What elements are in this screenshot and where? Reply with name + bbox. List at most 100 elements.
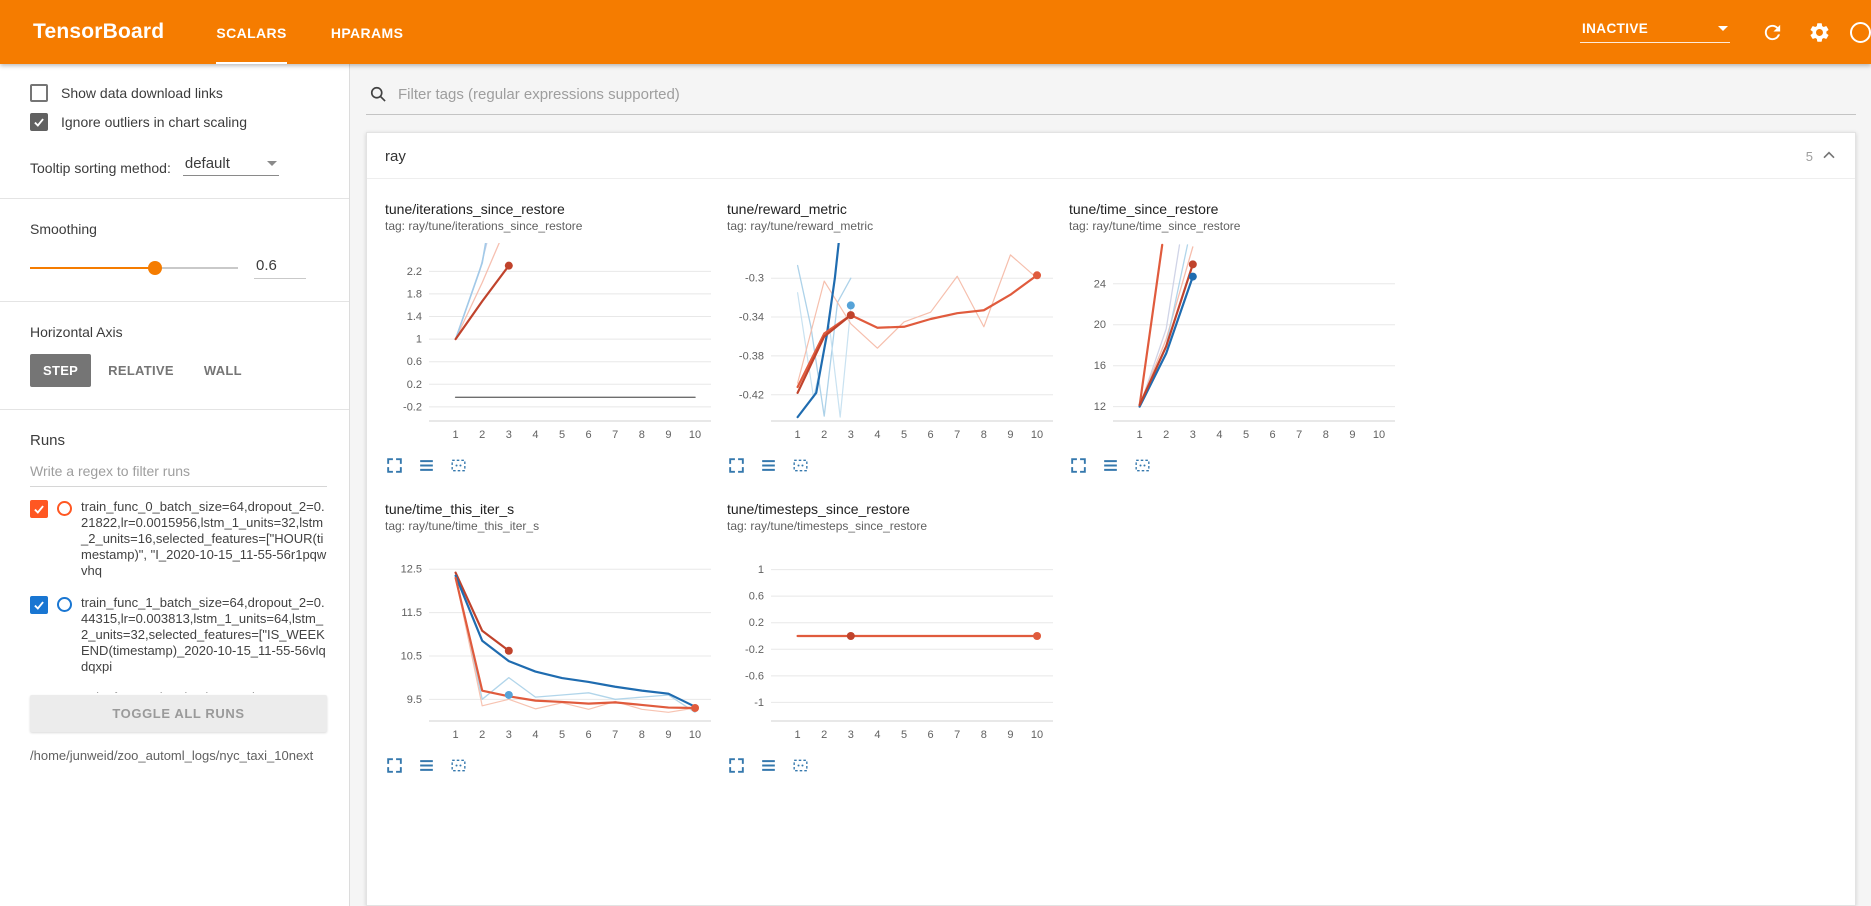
chart-plot: -1 -0.6 -0.2 0.2 0.6 1 1 2 3 4 5 6 7 8 9 10 (725, 541, 1059, 749)
svg-text:1: 1 (795, 429, 801, 441)
fit-domain-button[interactable] (449, 456, 468, 475)
gear-icon (1810, 22, 1828, 42)
smoothing-slider[interactable] (30, 261, 238, 275)
chart-canvas[interactable]: 9.5 10.5 11.5 12.5 1 2 3 4 5 6 7 8 9 10 (383, 541, 717, 749)
toggle-all-runs-button[interactable]: TOGGLE ALL RUNS (30, 695, 327, 732)
smoothing-value[interactable]: 0.6 (254, 257, 306, 279)
expand-chart-button[interactable] (1069, 456, 1088, 475)
tab-scalars-label: SCALARS (216, 1, 287, 64)
main-layout: Show data download links Ignore outliers… (0, 64, 1871, 906)
svg-text:7: 7 (612, 429, 618, 441)
divider (0, 409, 349, 410)
svg-text:10: 10 (689, 729, 701, 741)
chart-actions (385, 456, 717, 475)
tag-filter-input[interactable] (398, 85, 1854, 103)
svg-text:7: 7 (1296, 429, 1302, 441)
charts-grid: tune/iterations_since_restore tag: ray/t… (367, 179, 1427, 797)
ignore-outliers-option[interactable]: Ignore outliers in chart scaling (30, 113, 327, 131)
svg-text:7: 7 (954, 429, 960, 441)
chart-actions (385, 756, 717, 775)
run-color-radio[interactable] (57, 596, 72, 612)
chart-title: tune/timesteps_since_restore (727, 501, 910, 517)
scalar-chart-card: tune/time_since_restore tag: ray/tune/ti… (1067, 201, 1401, 475)
data-table-button[interactable] (759, 456, 778, 475)
svg-text:2: 2 (821, 429, 827, 441)
help-icon[interactable] (1850, 21, 1871, 43)
expand-chart-button[interactable] (727, 456, 746, 475)
svg-text:5: 5 (559, 729, 565, 741)
checkbox-icon[interactable] (30, 113, 48, 131)
run-color-radio[interactable] (57, 501, 72, 516)
svg-text:7: 7 (954, 729, 960, 741)
svg-text:1.8: 1.8 (407, 288, 422, 300)
scalar-chart-card: tune/iterations_since_restore tag: ray/t… (383, 201, 717, 475)
svg-text:8: 8 (639, 429, 645, 441)
svg-text:6: 6 (1270, 429, 1276, 441)
expand-chart-button[interactable] (385, 456, 404, 475)
status-select-value: INACTIVE (1582, 21, 1649, 36)
status-select[interactable]: INACTIVE (1580, 21, 1730, 43)
tab-scalars[interactable]: SCALARS (194, 0, 308, 64)
expand-chart-button[interactable] (727, 756, 746, 775)
fit-domain-button[interactable] (449, 756, 468, 775)
svg-text:1: 1 (453, 429, 459, 441)
axis-step-button[interactable]: STEP (30, 354, 92, 387)
fit-domain-button[interactable] (791, 756, 810, 775)
chart-title: tune/reward_metric (727, 201, 847, 217)
axis-relative-button[interactable]: RELATIVE (95, 354, 187, 387)
fit-domain-button[interactable] (1133, 456, 1152, 475)
svg-text:2.2: 2.2 (407, 266, 422, 278)
run-item[interactable]: train_func_1_batch_size=64,dropout_2=0.4… (30, 587, 327, 683)
tab-hparams[interactable]: HPARAMS (309, 0, 426, 64)
chart-canvas[interactable]: -0.2 0.2 0.6 1 1.4 1.8 2.2 1 2 3 4 5 6 7 8 9 10 (383, 241, 717, 449)
lines-icon (762, 760, 775, 771)
settings-button[interactable] (1806, 19, 1832, 45)
svg-text:9.5: 9.5 (407, 694, 422, 706)
chart-title: tune/time_this_iter_s (385, 501, 515, 517)
series-marker (691, 703, 700, 712)
tag-group-header[interactable]: ray 5 (367, 133, 1855, 179)
svg-text:12: 12 (1094, 401, 1106, 413)
option-label: Ignore outliers in chart scaling (61, 114, 247, 130)
app-logo[interactable]: TensorBoard (33, 20, 165, 43)
runs-filter-input[interactable] (30, 459, 327, 487)
svg-text:10: 10 (1031, 429, 1043, 441)
svg-text:10: 10 (1373, 429, 1385, 441)
svg-text:8: 8 (1323, 429, 1329, 441)
data-table-button[interactable] (759, 756, 778, 775)
svg-text:1: 1 (758, 564, 764, 576)
refresh-button[interactable] (1759, 19, 1785, 45)
expand-chart-button[interactable] (385, 756, 404, 775)
svg-text:-0.42: -0.42 (739, 389, 764, 401)
axis-wall-button[interactable]: WALL (191, 354, 255, 387)
series-marker (846, 301, 855, 310)
data-table-button[interactable] (417, 456, 436, 475)
chevron-down-icon (1718, 26, 1728, 31)
tooltip-sorting-select[interactable]: default (182, 155, 279, 176)
svg-text:-0.6: -0.6 (745, 670, 764, 682)
svg-text:9: 9 (1349, 429, 1355, 441)
tag-group-card: ray 5 tune/iterations_since_restore tag:… (366, 132, 1856, 906)
run-item[interactable]: train_func_2_batch_size=64,dropout_2= (30, 682, 327, 693)
chart-canvas[interactable]: -1 -0.6 -0.2 0.2 0.6 1 1 2 3 4 5 6 7 8 9 10 (725, 541, 1059, 749)
chart-actions (1069, 456, 1401, 475)
run-checkbox[interactable] (30, 500, 48, 518)
chart-canvas[interactable]: -0.42 -0.38 -0.34 -0.3 1 2 3 4 5 6 7 8 9 10 (725, 241, 1059, 449)
checkbox-icon[interactable] (30, 84, 48, 102)
slider-thumb[interactable] (147, 261, 162, 275)
search-icon (370, 86, 386, 102)
fit-domain-button[interactable] (791, 456, 810, 475)
nav-tabs: SCALARS HPARAMS (194, 0, 425, 64)
expand-icon (729, 758, 744, 773)
show-download-links-option[interactable]: Show data download links (30, 84, 327, 102)
series-marker (504, 646, 513, 655)
chart-actions (727, 456, 1059, 475)
chart-plot: 12 16 20 24 1 2 3 4 5 6 7 8 9 10 (1067, 241, 1401, 449)
collapse-section-button[interactable] (1819, 146, 1839, 166)
run-checkbox[interactable] (30, 595, 48, 614)
data-table-button[interactable] (1101, 456, 1120, 475)
chart-tag: tag: ray/tune/timesteps_since_restore (727, 519, 928, 533)
run-item[interactable]: train_func_0_batch_size=64,dropout_2=0.2… (30, 491, 327, 587)
data-table-button[interactable] (417, 756, 436, 775)
